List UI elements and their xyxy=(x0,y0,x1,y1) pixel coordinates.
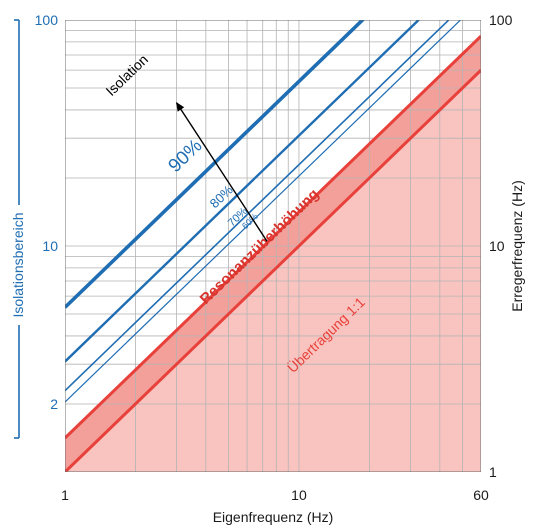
series-lines xyxy=(65,20,481,472)
y-tick-label-right: 1 xyxy=(489,464,497,480)
isolation-line-label: 90% xyxy=(165,135,207,177)
axes: Eigenfrequenz (Hz) Erregerfrequenz (Hz) … xyxy=(35,12,525,525)
y-axis-label: Erregerfrequenz (Hz) xyxy=(509,180,525,312)
y-tick-label-left: 10 xyxy=(42,238,58,254)
y-tick-label-right: 100 xyxy=(489,12,513,28)
x-tick-label: 1 xyxy=(61,487,69,503)
transfer-line xyxy=(65,69,481,472)
isolation-line xyxy=(65,20,366,309)
x-tick-label: 10 xyxy=(291,487,307,503)
resonance-band xyxy=(65,36,481,472)
isolation-range-label: Isolationsbereich xyxy=(10,212,26,317)
isolation-arrow-label: Isolation xyxy=(102,51,151,99)
x-axis-label: Eigenfrequenz (Hz) xyxy=(213,509,334,525)
band-fills xyxy=(65,36,481,472)
isolation-arrow xyxy=(176,101,268,242)
y-tick-label-right: 10 xyxy=(489,238,505,254)
x-tick-label: 60 xyxy=(473,487,489,503)
isolation-range-bracket: Isolationsbereich xyxy=(10,19,26,439)
isolation-line xyxy=(65,20,421,363)
isolation-line xyxy=(65,20,462,403)
isolation-line xyxy=(65,20,450,392)
grid-lines xyxy=(65,20,481,472)
resonance-upper-line xyxy=(65,35,481,440)
y-tick-label-left: 100 xyxy=(35,12,59,28)
y-tick-label-left: 2 xyxy=(50,396,58,412)
